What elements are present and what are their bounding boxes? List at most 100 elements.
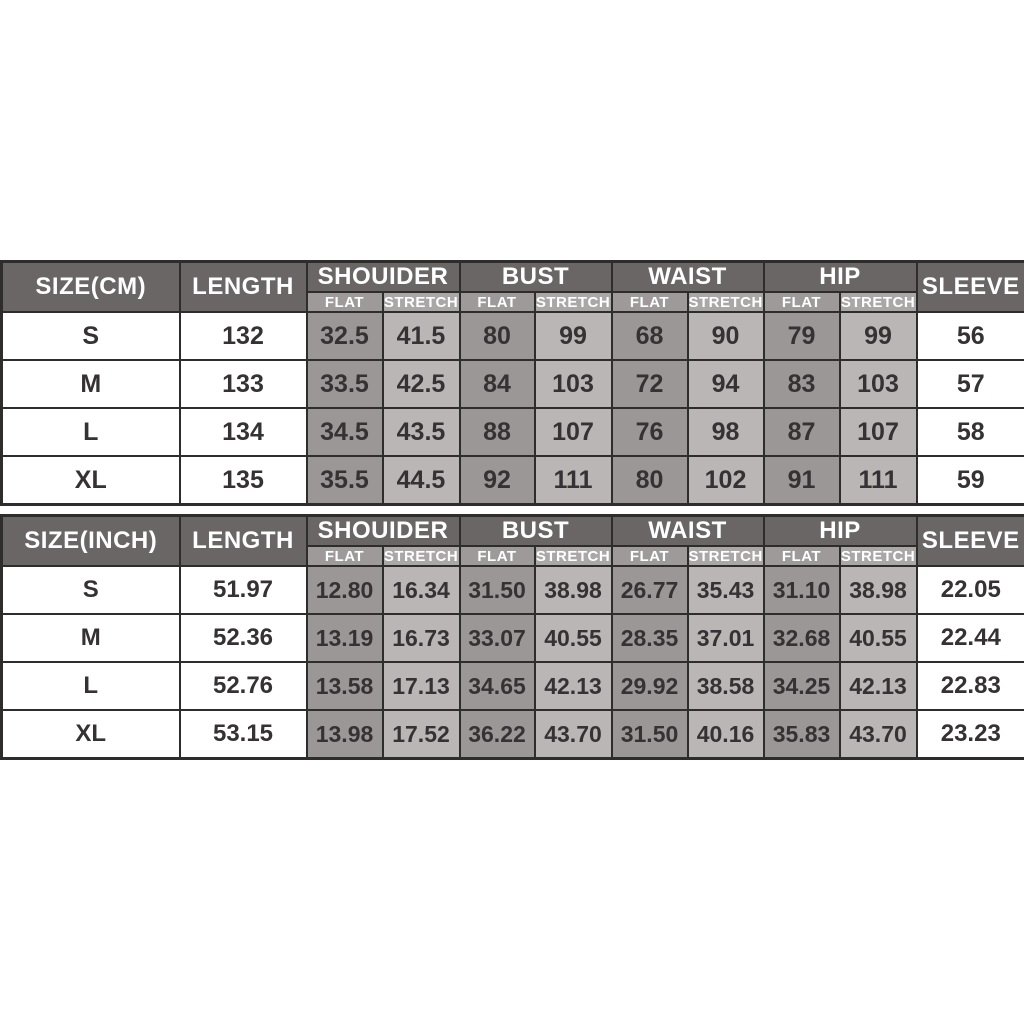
- cell-sleeve: 56: [915, 311, 1024, 361]
- cell-shoulder-stretch: 17.52: [381, 709, 461, 760]
- cell-bust-stretch: 43.70: [533, 709, 613, 760]
- col-header-hip: HIP: [762, 260, 918, 293]
- col-header-size-cm: SIZE(CM): [0, 260, 181, 313]
- cell-length: 133: [178, 359, 308, 409]
- cell-bust-flat: 33.07: [458, 613, 536, 663]
- cell-waist-stretch: 90: [686, 311, 765, 361]
- cell-bust-flat: 31.50: [458, 565, 536, 615]
- col-header-waist: WAIST: [610, 260, 765, 293]
- cell-bust-flat: 92: [458, 455, 536, 506]
- cell-bust-flat: 34.65: [458, 661, 536, 711]
- cell-hip-stretch: 43.70: [838, 709, 918, 760]
- cell-shoulder-flat: 35.5: [305, 455, 384, 506]
- cell-shoulder-flat: 32.5: [305, 311, 384, 361]
- cell-waist-stretch: 40.16: [686, 709, 765, 760]
- subheader-shoulder-stretch: STRETCH: [381, 545, 461, 567]
- subheader-waist-flat: FLAT: [610, 545, 689, 567]
- cell-shoulder-stretch: 42.5: [381, 359, 461, 409]
- cell-shoulder-stretch: 17.13: [381, 661, 461, 711]
- cell-size: XL: [0, 709, 181, 760]
- cell-sleeve: 58: [915, 407, 1024, 457]
- subheader-bust-stretch: STRETCH: [533, 545, 613, 567]
- subheader-waist-stretch: STRETCH: [686, 545, 765, 567]
- cell-bust-stretch: 42.13: [533, 661, 613, 711]
- table-row-s: S 132 32.5 41.5 80 99 68 90 79 99 56: [0, 311, 1024, 361]
- cell-shoulder-stretch: 16.34: [381, 565, 461, 615]
- cell-hip-stretch: 99: [838, 311, 918, 361]
- subheader-hip-flat: FLAT: [762, 291, 841, 313]
- col-header-length: LENGTH: [178, 514, 308, 567]
- cell-waist-stretch: 37.01: [686, 613, 765, 663]
- cell-size: XL: [0, 455, 181, 506]
- col-header-size-inch: SIZE(INCH): [0, 514, 181, 567]
- col-header-hip: HIP: [762, 514, 918, 547]
- subheader-hip-stretch: STRETCH: [838, 545, 918, 567]
- cell-bust-stretch: 103: [533, 359, 613, 409]
- cell-shoulder-flat: 12.80: [305, 565, 384, 615]
- table-row-xl: XL 53.15 13.98 17.52 36.22 43.70 31.50 4…: [0, 709, 1024, 760]
- cell-size: S: [0, 311, 181, 361]
- cell-waist-stretch: 98: [686, 407, 765, 457]
- cell-bust-flat: 84: [458, 359, 536, 409]
- cell-shoulder-flat: 13.98: [305, 709, 384, 760]
- cell-bust-stretch: 40.55: [533, 613, 613, 663]
- size-table-cm: SIZE(CM) LENGTH SHOUIDER BUST WAIST HIP …: [0, 260, 1024, 506]
- size-table-inch: SIZE(INCH) LENGTH SHOUIDER BUST WAIST HI…: [0, 514, 1024, 760]
- cell-waist-flat: 68: [610, 311, 689, 361]
- subheader-shoulder-flat: FLAT: [305, 291, 384, 313]
- size-tables-container: SIZE(CM) LENGTH SHOUIDER BUST WAIST HIP …: [0, 260, 1024, 760]
- cell-hip-flat: 34.25: [762, 661, 841, 711]
- cell-shoulder-flat: 13.58: [305, 661, 384, 711]
- cell-hip-stretch: 103: [838, 359, 918, 409]
- cell-length: 132: [178, 311, 308, 361]
- cell-shoulder-stretch: 43.5: [381, 407, 461, 457]
- cell-waist-flat: 76: [610, 407, 689, 457]
- cell-waist-flat: 28.35: [610, 613, 689, 663]
- table-row-l: L 52.76 13.58 17.13 34.65 42.13 29.92 38…: [0, 661, 1024, 711]
- cell-hip-stretch: 42.13: [838, 661, 918, 711]
- col-header-bust: BUST: [458, 514, 613, 547]
- cell-waist-stretch: 38.58: [686, 661, 765, 711]
- subheader-shoulder-stretch: STRETCH: [381, 291, 461, 313]
- cell-hip-stretch: 111: [838, 455, 918, 506]
- cell-sleeve: 59: [915, 455, 1024, 506]
- cell-waist-flat: 26.77: [610, 565, 689, 615]
- cell-hip-flat: 87: [762, 407, 841, 457]
- cell-hip-flat: 83: [762, 359, 841, 409]
- col-header-sleeve: SLEEVE: [915, 514, 1024, 567]
- cell-sleeve: 22.83: [915, 661, 1024, 711]
- cell-waist-stretch: 94: [686, 359, 765, 409]
- subheader-bust-flat: FLAT: [458, 291, 536, 313]
- table-row-xl: XL 135 35.5 44.5 92 111 80 102 91 111 59: [0, 455, 1024, 506]
- header-row-sub: FLAT STRETCH FLAT STRETCH FLAT STRETCH F…: [2, 545, 1024, 567]
- cell-bust-stretch: 111: [533, 455, 613, 506]
- header-row-main: SIZE(INCH) LENGTH SHOUIDER BUST WAIST HI…: [0, 514, 1024, 567]
- subheader-shoulder-flat: FLAT: [305, 545, 384, 567]
- cell-waist-stretch: 102: [686, 455, 765, 506]
- cell-waist-flat: 72: [610, 359, 689, 409]
- cell-length: 52.76: [178, 661, 308, 711]
- cell-bust-stretch: 38.98: [533, 565, 613, 615]
- cell-hip-stretch: 40.55: [838, 613, 918, 663]
- col-header-sleeve: SLEEVE: [915, 260, 1024, 313]
- cell-waist-stretch: 35.43: [686, 565, 765, 615]
- subheader-hip-stretch: STRETCH: [838, 291, 918, 313]
- table-row-l: L 134 34.5 43.5 88 107 76 98 87 107 58: [0, 407, 1024, 457]
- cell-waist-flat: 80: [610, 455, 689, 506]
- cell-size: M: [0, 613, 181, 663]
- header-row-main: SIZE(CM) LENGTH SHOUIDER BUST WAIST HIP …: [0, 260, 1024, 313]
- header-row-sub: FLAT STRETCH FLAT STRETCH FLAT STRETCH F…: [2, 291, 1024, 313]
- cell-shoulder-flat: 33.5: [305, 359, 384, 409]
- cell-bust-stretch: 99: [533, 311, 613, 361]
- cell-shoulder-stretch: 16.73: [381, 613, 461, 663]
- cell-shoulder-flat: 34.5: [305, 407, 384, 457]
- cell-bust-flat: 80: [458, 311, 536, 361]
- cell-size: L: [0, 407, 181, 457]
- subheader-bust-flat: FLAT: [458, 545, 536, 567]
- cell-shoulder-stretch: 44.5: [381, 455, 461, 506]
- cell-shoulder-stretch: 41.5: [381, 311, 461, 361]
- cell-length: 52.36: [178, 613, 308, 663]
- cell-hip-stretch: 38.98: [838, 565, 918, 615]
- cell-bust-flat: 36.22: [458, 709, 536, 760]
